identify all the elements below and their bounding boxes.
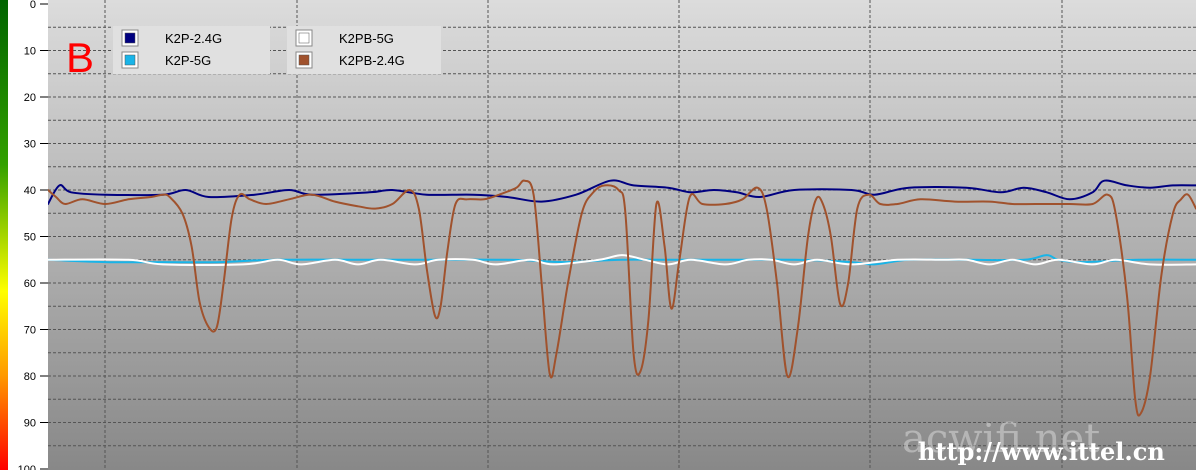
plot-area: [48, 0, 1196, 470]
legend-label: K2P-5G: [165, 53, 211, 68]
legend-box-right: [287, 26, 441, 74]
y-tick-label: 70: [24, 325, 36, 337]
y-axis-gutter: [8, 0, 48, 470]
series-line-k2pb-2-4g: [48, 179, 1196, 417]
y-tick-label: 10: [24, 46, 36, 58]
color-scale-bar: [0, 0, 8, 470]
legend-label: K2P-2.4G: [165, 31, 222, 46]
series-lines: [48, 179, 1196, 417]
y-tick-label: 60: [24, 278, 36, 290]
legend-swatch: [124, 32, 136, 44]
y-tick-label: 80: [24, 371, 36, 383]
y-tick-label: 50: [24, 232, 36, 244]
y-tick-label: 40: [24, 185, 36, 197]
legend-swatch: [298, 54, 310, 66]
watermark-primary: acwifi.net: [902, 416, 1100, 462]
y-tick-label: 0: [30, 0, 36, 11]
series-line-k2p-2-4g: [48, 179, 1196, 205]
legend-label: K2PB-5G: [339, 31, 394, 46]
watermark-secondary: http://www.ittel.cn: [918, 437, 1165, 466]
legend-swatch: [298, 32, 310, 44]
y-axis-ticks: 0 10 20 30 40 50 60 70 80 90 100: [18, 0, 48, 470]
legend-box-left: [113, 26, 270, 74]
y-tick-label: 30: [24, 139, 36, 151]
y-tick-label: 20: [24, 92, 36, 104]
y-tick-label: 100: [18, 464, 36, 470]
legend: K2P-2.4G K2P-5G K2PB-5G K2PB-2.4G: [113, 26, 441, 74]
legend-swatch: [124, 54, 136, 66]
panel-label: B: [66, 34, 94, 81]
legend-label: K2PB-2.4G: [339, 53, 405, 68]
series-line-k2pb-5g: [48, 254, 1196, 266]
y-tick-label: 90: [24, 418, 36, 430]
grid: [48, 0, 1196, 470]
